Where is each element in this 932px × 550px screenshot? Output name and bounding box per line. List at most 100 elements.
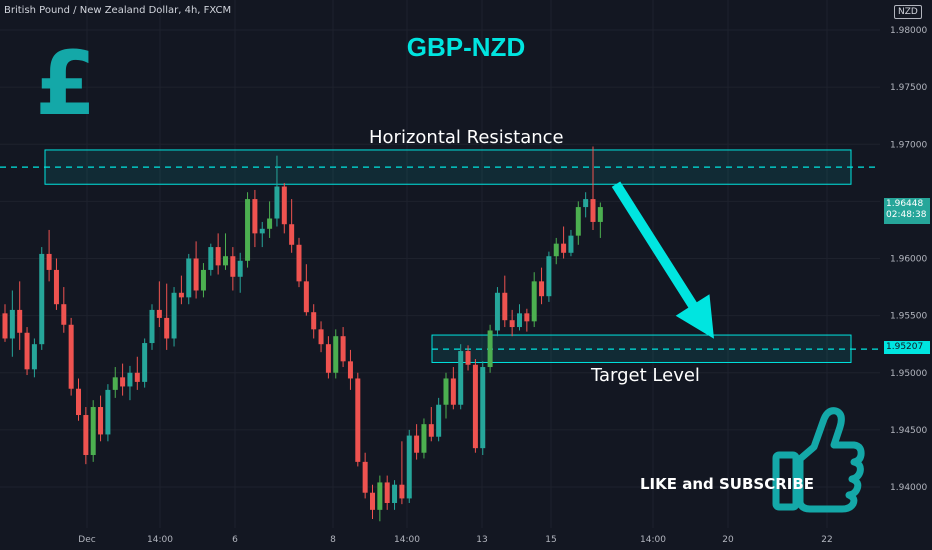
- candle-body: [553, 243, 559, 257]
- candle-body: [274, 186, 280, 219]
- candle: [149, 304, 155, 350]
- candle: [546, 251, 552, 302]
- candle: [186, 253, 192, 305]
- candle-body: [494, 292, 500, 331]
- candle: [245, 192, 251, 268]
- y-tick-label: 1.97500: [890, 83, 927, 93]
- candle: [362, 452, 368, 499]
- x-tick-label: 15: [545, 535, 556, 545]
- candle: [539, 267, 545, 305]
- candle-body: [443, 378, 449, 405]
- candle: [517, 304, 522, 331]
- candle: [53, 258, 59, 310]
- candle: [347, 349, 353, 390]
- candle-body: [392, 484, 398, 503]
- candle-body: [436, 404, 442, 437]
- candle-body: [215, 247, 221, 266]
- candle-body: [31, 344, 37, 370]
- candle: [208, 243, 214, 276]
- candle-body: [465, 351, 471, 365]
- candle: [178, 275, 184, 305]
- x-tick-label: 14:00: [394, 535, 420, 545]
- candle-body: [105, 389, 111, 435]
- candle-body: [171, 292, 177, 339]
- candle: [9, 290, 15, 357]
- candle: [39, 247, 45, 350]
- candle-body: [200, 269, 206, 291]
- candle-body: [245, 199, 251, 261]
- candle: [200, 263, 206, 298]
- candle: [46, 229, 52, 282]
- candle: [142, 338, 148, 388]
- y-tick-label: 1.98000: [890, 26, 927, 36]
- candle: [215, 233, 221, 275]
- candle-body: [531, 281, 537, 322]
- candle-body: [281, 186, 287, 225]
- symbol-info: British Pound / New Zealand Dollar, 4h, …: [4, 5, 232, 16]
- candle-countdown: 02:48:38: [886, 210, 927, 220]
- candle-body: [24, 332, 30, 370]
- candle-body: [362, 461, 368, 493]
- candle: [355, 372, 361, 467]
- candle-body: [347, 361, 353, 379]
- candle-body: [90, 407, 96, 456]
- x-tick-label: 14:00: [147, 535, 173, 545]
- x-tick-label: Dec: [78, 535, 95, 545]
- candle: [252, 189, 258, 248]
- candle-body: [399, 484, 405, 499]
- y-tick-label: 1.94000: [890, 483, 927, 493]
- candle-body: [223, 256, 228, 266]
- candle-body: [178, 292, 184, 298]
- grid: [0, 0, 880, 528]
- candle: [311, 304, 317, 339]
- candle: [597, 202, 603, 238]
- candle: [377, 475, 383, 522]
- candle: [76, 378, 81, 421]
- candle: [31, 338, 37, 378]
- candle-body: [502, 292, 508, 321]
- currency-badge[interactable]: NZD: [894, 5, 922, 19]
- x-tick-label: 13: [476, 535, 487, 545]
- y-tick-label: 1.97000: [890, 140, 927, 150]
- candle-body: [370, 492, 375, 510]
- candle: [318, 321, 324, 353]
- candle-body: [414, 435, 420, 453]
- y-tick-label: 1.96000: [890, 255, 927, 265]
- candle: [164, 283, 170, 350]
- candle-body: [98, 407, 104, 435]
- current-price-tag: 1.96448 02:48:38: [884, 198, 930, 224]
- candle: [575, 201, 581, 245]
- target-label: Target Level: [591, 365, 700, 386]
- x-tick-label: 22: [821, 535, 832, 545]
- candle: [223, 233, 228, 270]
- candle: [105, 384, 111, 442]
- candle-body: [296, 244, 302, 282]
- candle-body: [355, 378, 361, 462]
- candle: [443, 372, 449, 419]
- candle-body: [193, 258, 199, 291]
- candle: [274, 155, 280, 227]
- candle: [583, 192, 589, 218]
- candle: [17, 281, 23, 350]
- candle: [127, 365, 133, 401]
- candle: [384, 475, 390, 510]
- candle-body: [164, 317, 170, 339]
- candle-body: [517, 313, 522, 328]
- candle: [472, 359, 478, 453]
- candle: [590, 146, 596, 230]
- candle-body: [186, 258, 192, 298]
- candle: [267, 201, 273, 238]
- y-tick-label: 1.95500: [890, 312, 927, 322]
- candles: [2, 146, 603, 522]
- x-tick-label: 8: [330, 535, 336, 545]
- candle-body: [384, 482, 390, 503]
- candle-body: [428, 424, 434, 437]
- candle: [120, 363, 126, 396]
- candle: [281, 183, 287, 234]
- candle: [333, 329, 339, 379]
- candle-body: [142, 343, 148, 382]
- pound-icon: £: [35, 32, 97, 135]
- candle: [340, 327, 346, 368]
- candle: [561, 226, 567, 259]
